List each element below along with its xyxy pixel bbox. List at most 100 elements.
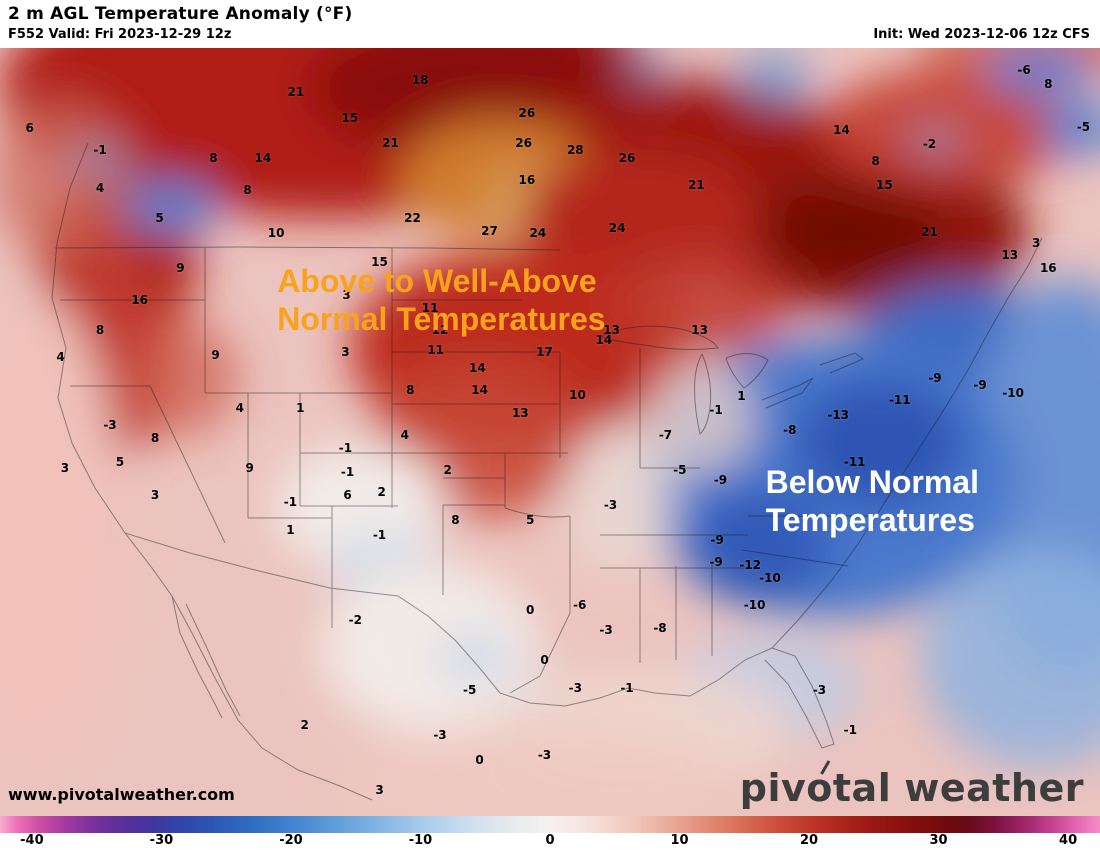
map-value: -1 [709, 402, 723, 417]
map-value: 1 [296, 401, 305, 416]
map-value: 24 [529, 226, 547, 241]
map-value: -13 [827, 408, 850, 423]
map-value: 11 [421, 301, 439, 316]
map-value: -12 [739, 557, 762, 572]
colorbar-tick: -10 [408, 833, 433, 848]
map-value: 13 [511, 405, 529, 420]
map-value: 9 [211, 348, 220, 363]
map-value: -1 [283, 494, 298, 509]
annotation-below-normal: Below Normal Temperatures [766, 464, 979, 540]
map-value: -1 [340, 464, 355, 479]
map-value: 5 [115, 454, 125, 469]
map-value: -3 [103, 418, 117, 433]
map-value: 0 [526, 603, 535, 618]
map-value: -6 [1017, 63, 1031, 78]
map-value: -9 [973, 378, 987, 393]
map-value: 5 [526, 513, 535, 528]
map-value: 14 [471, 382, 488, 397]
map-value: -3 [537, 748, 552, 763]
map-value: -2 [348, 613, 362, 628]
map-value: 3 [341, 345, 350, 360]
map-value: 26 [515, 136, 532, 151]
logo-o-vane-icon: o [806, 760, 833, 810]
colorbar-tick: 0 [545, 833, 555, 848]
map-value: 18 [411, 73, 429, 88]
colorbar-tick: 40 [1059, 833, 1078, 848]
map-value: 2 [443, 462, 452, 477]
map-value: 8 [871, 153, 880, 168]
map-value: 14 [254, 150, 272, 165]
map-value: -11 [843, 454, 866, 469]
map-value: 10 [267, 226, 285, 241]
map-value: 21 [287, 84, 305, 99]
colorbar-tick: -40 [20, 833, 44, 848]
map-value: 14 [595, 332, 613, 347]
map-value: -8 [783, 422, 797, 437]
colorbar-tick: 10 [670, 833, 689, 848]
map-value: -10 [1002, 385, 1024, 400]
map-value: -3 [603, 497, 618, 512]
annotation-cold-line2: Temperatures [765, 502, 975, 538]
map-value: -3 [812, 683, 827, 698]
colorbar-tick: 20 [800, 833, 819, 848]
map-value: 12 [431, 322, 449, 337]
colorbar-tick-labels: -40 -30 -20 -10 0 10 20 30 40 [0, 833, 1100, 850]
map-value: -7 [658, 428, 673, 443]
map-value: 6 [343, 487, 352, 502]
map-value: 9 [176, 260, 185, 275]
map-value: 3 [1032, 236, 1041, 251]
valid-time-label: F552 Valid: Fri 2023-12-29 12z [8, 27, 232, 42]
map-value: 13 [1001, 248, 1019, 263]
map-value: 4 [56, 349, 65, 364]
map-title: 2 m AGL Temperature Anomaly (°F) [8, 4, 353, 24]
map-value: 21 [382, 136, 399, 151]
map-value: 8 [209, 150, 218, 165]
map-value: 8 [243, 183, 252, 198]
map-value: 8 [1044, 77, 1053, 92]
map-value: -1 [93, 143, 107, 158]
map-value: 8 [150, 431, 160, 446]
map-value: 21 [687, 177, 705, 192]
map-value: 17 [536, 345, 553, 360]
pivotal-weather-logo: pivo tal weather [740, 760, 1084, 810]
map-value: 4 [235, 401, 244, 416]
map-value: -3 [599, 623, 613, 638]
map-value: 24 [608, 220, 626, 235]
annotation-warm-line2: Normal Temperatures [277, 300, 606, 337]
map-value: 3 [375, 782, 384, 797]
map-value: 28 [566, 143, 584, 158]
colorbar-tick: -20 [279, 833, 303, 848]
map-value: -5 [673, 462, 687, 477]
map-value: 21 [921, 225, 938, 240]
map-value: 8 [451, 513, 460, 528]
map-value: -8 [653, 620, 667, 635]
map-value: 6 [25, 120, 34, 135]
map-value: -1 [843, 722, 857, 737]
map-value: 10 [569, 388, 586, 403]
map-value: -11 [888, 392, 911, 407]
map-value: 1 [286, 523, 295, 538]
map-value: 2 [300, 718, 309, 733]
map-value: 16 [131, 292, 149, 307]
map-value: 22 [404, 210, 421, 225]
map-value: -1 [338, 441, 353, 456]
header: 2 m AGL Temperature Anomaly (°F) F552 Va… [0, 0, 1100, 48]
map-value: 4 [95, 180, 105, 195]
map-value: 1 [737, 388, 746, 403]
map-value: -5 [1076, 120, 1091, 135]
map-value: -10 [743, 597, 766, 612]
map-value: 15 [371, 255, 388, 270]
init-time-label: Init: Wed 2023-12-06 12z CFS [873, 27, 1090, 42]
map-value: -5 [463, 683, 477, 698]
map-value: 16 [518, 173, 536, 188]
map-value: 0 [475, 752, 484, 767]
map-value: 8 [406, 382, 415, 397]
map-value: 15 [876, 177, 893, 192]
colorbar-gradient [0, 816, 1100, 833]
map-value: -2 [922, 137, 937, 151]
colorbar: -40 -30 -20 -10 0 10 20 30 40 [0, 816, 1100, 850]
map-value: 3 [342, 288, 351, 303]
map-value: 13 [691, 322, 708, 337]
map-value: 26 [518, 106, 536, 121]
temperature-anomaly-map: 6 -1 4 5 8 14 8 10 21 15 18 21 22 26 28 26 16 27 24 26 24 21-… [0, 48, 1100, 816]
